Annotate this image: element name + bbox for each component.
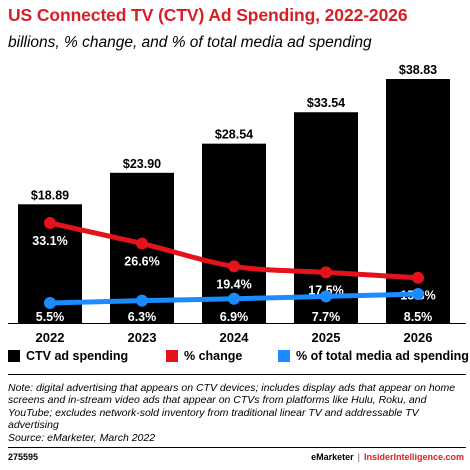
label-change-2023: 26.6% [124,255,159,269]
legend-item-ctv: CTV ad spending [8,349,128,363]
label-share-2026: 8.5% [404,310,433,324]
label-change-2024: 19.4% [216,277,251,291]
bar-label-2026: $38.83 [399,63,437,77]
label-share-2023: 6.3% [128,310,157,324]
point-share-2022 [44,297,56,309]
point-share-2023 [136,294,148,307]
label-change-2022: 33.1% [32,234,67,248]
source-text: Source: eMarketer, March 2022 [8,431,156,444]
point-change-2023 [136,237,148,250]
chart-id: 275595 [8,452,39,462]
point-change-2026 [412,271,424,284]
chart-subtitle: billions, % change, and % of total media… [8,34,372,51]
x-tick-2022: 2022 [36,330,65,345]
point-change-2025 [320,266,332,279]
x-tick-2024: 2024 [220,330,250,345]
divider-bottom [8,447,466,448]
bar-label-2022: $18.89 [31,188,69,202]
legend-label-share: % of total media ad spending [296,349,469,363]
chart-title: US Connected TV (CTV) Ad Spending, 2022-… [8,5,408,25]
legend-item-share: % of total media ad spending [278,349,469,363]
bar-2025 [294,112,358,324]
brand-insider-intelligence: InsiderIntelligence.com [363,452,464,462]
note-text: Note: digital advertising that appears o… [8,382,456,432]
brand-separator: | [357,452,360,462]
legend: CTV ad spending % change % of total medi… [8,349,469,367]
point-change-2022 [44,217,56,229]
bar-label-2023: $23.90 [123,157,161,171]
label-share-2025: 7.7% [312,310,341,324]
footnote: Note: digital advertising that appears o… [8,382,466,444]
brand-emarketer: eMarketer [311,452,354,462]
x-tick-2025: 2025 [312,330,341,345]
bar-2026 [386,79,450,323]
legend-label-ctv: CTV ad spending [26,349,129,363]
legend-swatch-change [166,350,178,362]
bar-label-2025: $33.54 [307,96,345,110]
label-share-2024: 6.9% [220,310,249,324]
point-change-2024 [228,260,240,273]
point-share-2025 [320,290,332,303]
point-share-2024 [228,292,240,305]
x-tick-2026: 2026 [404,330,433,345]
divider-top [8,374,466,375]
legend-label-change: % change [184,349,243,363]
chart-area: $18.89 $23.90 $28.54 $33.54 $38.83 33.1% 26.6%… [8,63,466,345]
footer-brand: eMarketer | InsiderIntelligence.com [311,452,464,462]
x-tick-2023: 2023 [128,330,157,345]
legend-swatch-ctv [8,350,20,362]
label-share-2022: 5.5% [36,310,65,324]
point-share-2026 [412,288,424,300]
bar-label-2024: $28.54 [215,128,253,142]
legend-swatch-share [278,350,290,362]
legend-item-change: % change [166,349,242,363]
